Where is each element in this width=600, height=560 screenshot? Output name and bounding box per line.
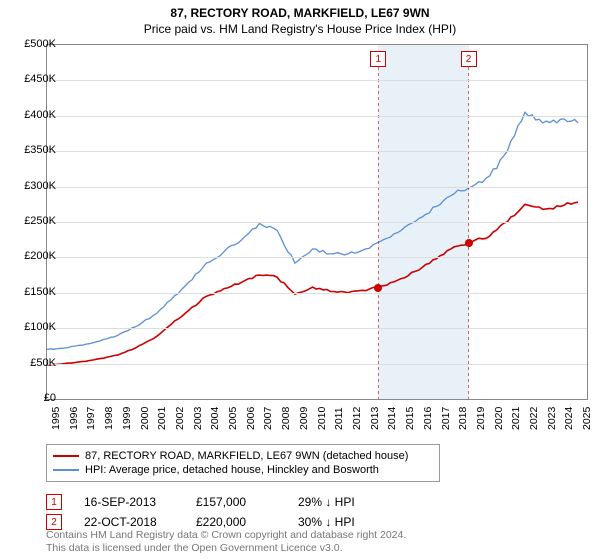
x-axis-label: 2023 — [546, 407, 558, 430]
sales-records: 1 16-SEP-2013 £157,000 29% ↓ HPI 2 22-OC… — [46, 492, 355, 532]
x-axis-label: 2019 — [475, 407, 487, 430]
legend-swatch-property — [53, 455, 79, 457]
footer-line-1: Contains HM Land Registry data © Crown c… — [46, 529, 406, 543]
sale-marker-icon: 2 — [46, 514, 62, 530]
y-axis-label: £400K — [12, 109, 56, 121]
legend-row-property: 87, RECTORY ROAD, MARKFIELD, LE67 9WN (d… — [53, 449, 433, 463]
y-gridline — [47, 328, 587, 329]
y-gridline — [47, 187, 587, 188]
x-axis-label: 2008 — [280, 407, 292, 430]
x-axis-label: 2012 — [351, 407, 363, 430]
y-gridline — [47, 222, 587, 223]
x-axis-label: 1996 — [68, 407, 80, 430]
chart-legend: 87, RECTORY ROAD, MARKFIELD, LE67 9WN (d… — [46, 444, 440, 482]
sale-hpi-delta: 30% ↓ HPI — [298, 515, 355, 529]
y-axis-label: £250K — [12, 215, 56, 227]
marker-1-icon: 1 — [370, 51, 386, 67]
sale-point-2 — [465, 239, 473, 247]
page-title: 87, RECTORY ROAD, MARKFIELD, LE67 9WN — [0, 0, 600, 20]
x-axis-label: 2005 — [227, 407, 239, 430]
series-hpi — [47, 112, 578, 349]
x-axis-label: 1998 — [103, 407, 115, 430]
x-axis-label: 2010 — [316, 407, 328, 430]
sale-marker-icon: 1 — [46, 494, 62, 510]
sale-hpi-delta: 29% ↓ HPI — [298, 495, 355, 509]
sale-date: 16-SEP-2013 — [84, 495, 174, 509]
y-gridline — [47, 80, 587, 81]
y-gridline — [47, 364, 587, 365]
footer-attribution: Contains HM Land Registry data © Crown c… — [46, 529, 406, 556]
y-axis-label: £500K — [12, 38, 56, 50]
y-gridline — [47, 293, 587, 294]
y-gridline — [47, 151, 587, 152]
x-axis-label: 2024 — [563, 407, 575, 430]
x-axis-label: 2002 — [174, 407, 186, 430]
x-axis-label: 1997 — [85, 407, 97, 430]
x-axis-label: 2022 — [528, 407, 540, 430]
y-axis-label: £150K — [12, 286, 56, 298]
x-axis-label: 2018 — [457, 407, 469, 430]
series-property — [47, 202, 578, 365]
sale-price: £157,000 — [196, 495, 276, 509]
x-axis-label: 2004 — [209, 407, 221, 430]
x-axis-label: 2021 — [510, 407, 522, 430]
sale-date: 22-OCT-2018 — [84, 515, 174, 529]
sale-row-1: 1 16-SEP-2013 £157,000 29% ↓ HPI — [46, 492, 355, 512]
y-axis-label: £50K — [12, 357, 56, 369]
x-axis-label: 2007 — [262, 407, 274, 430]
chart-container: 87, RECTORY ROAD, MARKFIELD, LE67 9WN Pr… — [0, 0, 600, 560]
x-axis-label: 2025 — [581, 407, 593, 430]
y-axis-label: £200K — [12, 250, 56, 262]
marker-2-icon: 2 — [461, 51, 477, 67]
x-axis-label: 2009 — [298, 407, 310, 430]
legend-swatch-hpi — [53, 469, 79, 471]
sale-price: £220,000 — [196, 515, 276, 529]
page-subtitle: Price paid vs. HM Land Registry's House … — [0, 20, 600, 40]
x-axis-label: 2015 — [404, 407, 416, 430]
x-axis-label: 1995 — [50, 407, 62, 430]
legend-label-hpi: HPI: Average price, detached house, Hinc… — [85, 464, 379, 476]
y-gridline — [47, 257, 587, 258]
x-axis-label: 1999 — [121, 407, 133, 430]
x-axis-label: 2001 — [156, 407, 168, 430]
footer-line-2: This data is licensed under the Open Gov… — [46, 542, 406, 556]
x-axis-label: 2014 — [386, 407, 398, 430]
x-axis-label: 2003 — [192, 407, 204, 430]
x-axis-label: 2006 — [245, 407, 257, 430]
y-gridline — [47, 116, 587, 117]
x-axis-label: 2017 — [440, 407, 452, 430]
x-axis-label: 2011 — [333, 407, 345, 430]
x-axis-label: 2020 — [493, 407, 505, 430]
y-axis-label: £100K — [12, 321, 56, 333]
y-axis-label: £450K — [12, 73, 56, 85]
chart-plot-area: 12 — [46, 44, 588, 400]
y-axis-label: £0 — [12, 392, 56, 404]
sale-point-1 — [374, 284, 382, 292]
y-axis-label: £350K — [12, 144, 56, 156]
x-axis-label: 2013 — [369, 407, 381, 430]
legend-label-property: 87, RECTORY ROAD, MARKFIELD, LE67 9WN (d… — [85, 450, 408, 462]
x-axis-label: 2016 — [422, 407, 434, 430]
legend-row-hpi: HPI: Average price, detached house, Hinc… — [53, 463, 433, 477]
x-axis-label: 2000 — [139, 407, 151, 430]
y-axis-label: £300K — [12, 180, 56, 192]
